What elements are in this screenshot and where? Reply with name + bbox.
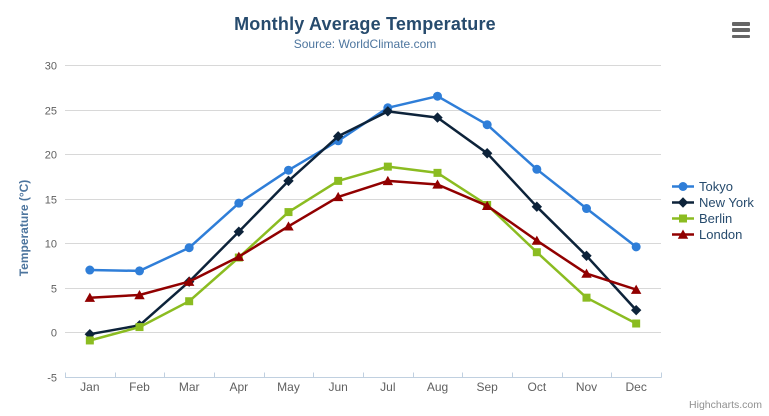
data-point-marker-berlin[interactable] [135,323,144,332]
x-axis-label: Jul [380,380,395,394]
data-point-marker-new-york[interactable] [283,175,294,187]
y-axis-label: 25 [45,106,57,118]
data-point-marker-london[interactable] [382,175,394,186]
data-point-marker-london[interactable] [183,276,195,286]
y-axis-label: 20 [45,150,57,162]
y-axis-label: 30 [45,61,57,73]
legend-marker-diamond-icon [677,196,689,208]
data-point-marker-tokyo[interactable] [234,198,244,208]
data-point-marker-london[interactable] [581,268,592,278]
data-point-marker-new-york[interactable] [432,112,443,123]
y-axis-label: 0 [51,328,57,340]
y-axis-title: Temperature (°C) [17,179,31,277]
legend-item-london[interactable]: London [672,226,754,242]
data-point-marker-london[interactable] [481,200,493,211]
x-axis-label: Oct [527,380,546,394]
legend-label: New York [699,194,754,210]
series-line-london [88,179,638,299]
x-axis-label: Jan [80,380,99,394]
y-axis-label: 15 [45,195,57,207]
data-point-marker-tokyo[interactable] [135,266,144,276]
legend-label: London [699,226,743,242]
x-axis-label: Feb [129,380,150,394]
data-point-marker-london[interactable] [233,251,245,261]
data-point-marker-tokyo[interactable] [433,91,442,101]
chart-title: Monthly Average Temperature [234,14,496,34]
x-axis-label: Dec [625,380,646,394]
x-axis-label: Jun [328,380,347,394]
data-point-marker-berlin[interactable] [185,297,194,306]
data-point-marker-new-york[interactable] [630,304,642,316]
data-point-marker-berlin[interactable] [433,168,442,177]
data-point-marker-berlin[interactable] [334,176,343,185]
x-axis-label: Mar [179,380,200,394]
legend-item-berlin[interactable]: Berlin [672,210,754,226]
data-point-marker-new-york[interactable] [332,131,344,142]
x-axis-label: Apr [229,380,248,394]
data-point-marker-berlin[interactable] [85,336,94,345]
data-point-marker-new-york[interactable] [233,226,245,237]
data-point-marker-london[interactable] [332,191,344,202]
x-axis [65,372,662,378]
data-point-marker-tokyo[interactable] [582,204,591,214]
series-tokyo [85,91,641,276]
data-point-marker-tokyo[interactable] [184,243,194,253]
data-point-marker-tokyo[interactable] [482,120,492,130]
x-axis-label: Nov [576,380,597,394]
data-point-marker-tokyo[interactable] [85,265,95,275]
x-axis-label: May [277,380,300,394]
y-axis-labels: -5 0 5 10 15 20 25 30 [45,61,57,385]
x-axis-labels: Jan Feb Mar Apr May Jun Jul Aug Sep Oct Nov Dec [80,380,647,394]
series-line-berlin [88,165,638,342]
series-line-new-york [88,110,638,336]
data-point-marker-london[interactable] [134,289,145,300]
x-axis-label: Aug [427,380,448,394]
data-point-marker-london[interactable] [432,179,443,189]
data-point-marker-new-york[interactable] [581,250,592,261]
credits-link[interactable]: Highcharts.com [689,399,762,411]
chart-subtitle: Source: WorldClimate.com [293,37,437,51]
legend-label: Berlin [699,210,733,226]
data-point-marker-tokyo[interactable] [631,242,641,252]
data-point-marker-berlin[interactable] [582,293,591,302]
data-point-marker-berlin[interactable] [383,162,392,171]
data-point-marker-new-york[interactable] [382,106,394,117]
data-point-marker-new-york[interactable] [531,201,543,212]
series-berlin [85,162,641,345]
data-point-marker-london[interactable] [283,221,294,231]
legend-label: Tokyo [699,178,733,194]
y-axis-label: -5 [47,373,57,385]
data-point-marker-tokyo[interactable] [532,164,542,174]
series-group [84,91,642,345]
x-axis-label: Sep [476,380,498,394]
legend-item-tokyo[interactable]: Tokyo [672,178,754,194]
legend-marker-circle-icon [678,181,688,191]
gridlines [65,65,661,333]
y-axis-label: 5 [51,284,57,296]
legend-item-new-york[interactable]: New York [672,194,754,210]
legend: Tokyo New York Berlin London [672,178,754,242]
data-point-marker-london[interactable] [84,292,96,302]
data-point-marker-new-york[interactable] [481,148,493,159]
legend-marker-triangle-icon [677,229,689,239]
data-point-marker-london[interactable] [630,284,642,294]
data-point-marker-berlin[interactable] [532,248,541,257]
series-london [84,175,642,302]
series-new-york [84,106,642,340]
series-line-tokyo [88,94,638,273]
hamburger-icon[interactable] [732,22,750,38]
y-axis-label: 10 [45,239,57,251]
legend-marker-square-icon [679,214,687,222]
data-point-marker-berlin[interactable] [632,319,641,328]
data-point-marker-tokyo[interactable] [284,165,293,175]
data-point-marker-london[interactable] [531,235,543,245]
data-point-marker-berlin[interactable] [284,208,293,217]
